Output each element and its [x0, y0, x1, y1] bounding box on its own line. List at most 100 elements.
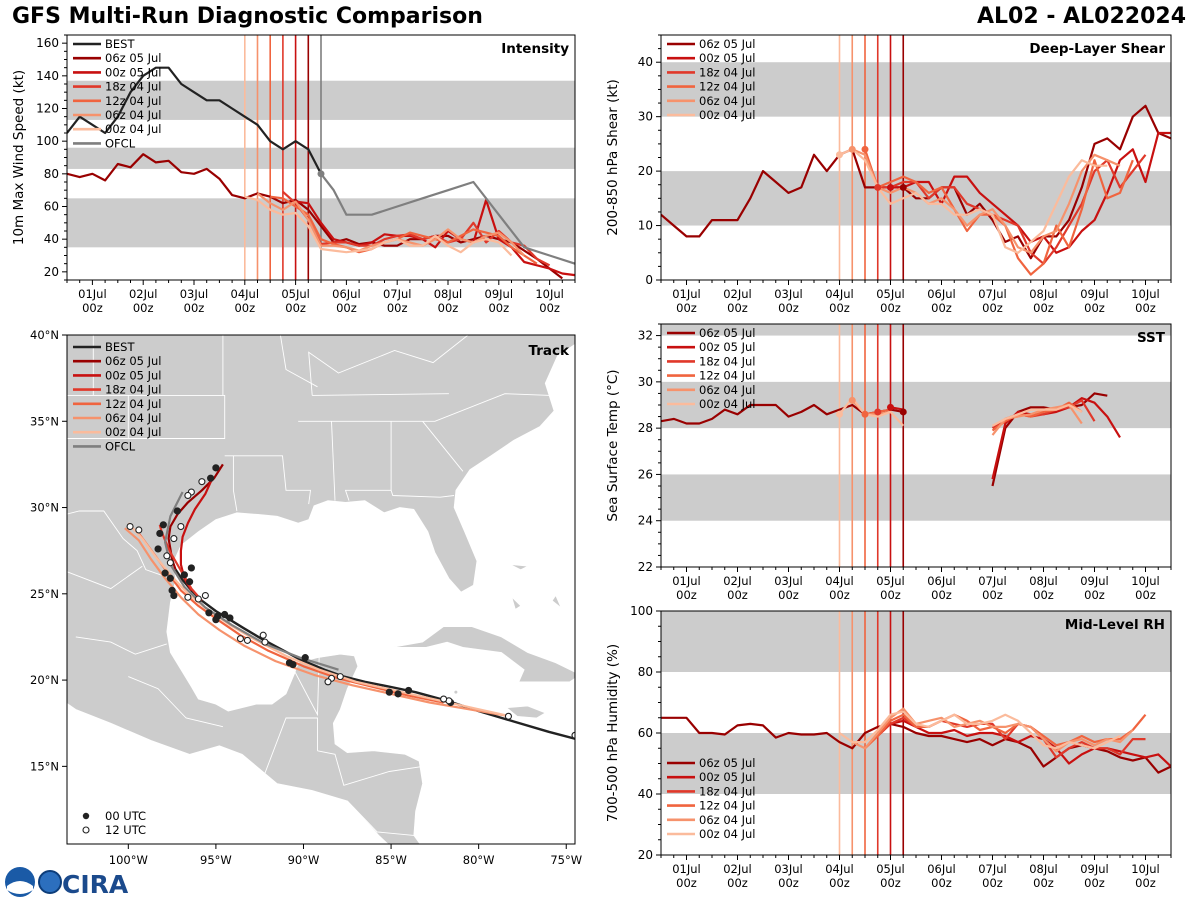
lon-tick-label: 90°W: [288, 853, 320, 867]
logo: CIRA: [5, 867, 129, 899]
x-tick-day: 07Jul: [978, 574, 1007, 588]
x-tick-day: 09Jul: [1080, 574, 1109, 588]
y-axis-label: Sea Surface Temp (°C): [605, 369, 621, 521]
x-tick-day: 02Jul: [723, 287, 752, 301]
legend-label: 06z 04 Jul: [699, 813, 756, 827]
x-tick-hour: 00z: [1084, 588, 1105, 602]
y-tick-label: 20: [44, 265, 59, 279]
x-tick-hour: 00z: [285, 301, 306, 315]
y-tick-label: 100: [630, 604, 653, 618]
legend-label: 18z 04 Jul: [105, 80, 162, 94]
legend-label: 00z 05 Jul: [699, 340, 756, 354]
lon-tick-label: 80°W: [463, 853, 495, 867]
x-tick-day: 08Jul: [1029, 862, 1058, 876]
init-marker: [899, 183, 907, 191]
marker-00utc: [205, 609, 213, 617]
legend-label: 06z 05 Jul: [105, 354, 162, 368]
track-line: [124, 527, 511, 718]
x-tick-hour: 00z: [184, 301, 205, 315]
init-marker: [861, 410, 869, 418]
border-line: [426, 853, 433, 877]
legend-label: 00z 04 Jul: [699, 397, 756, 411]
y-tick-label: 0: [645, 273, 653, 287]
plot-content: [67, 35, 575, 280]
marker-12utc: [440, 695, 448, 703]
legend-label: 06z 05 Jul: [699, 37, 756, 51]
x-tick-hour: 00z: [880, 301, 901, 315]
y-tick-label: 160: [36, 36, 59, 50]
cira-logo: CIRA: [62, 870, 129, 899]
marker-12utc: [243, 636, 251, 644]
border-line: [224, 455, 312, 505]
marker-12utc: [163, 552, 171, 560]
legend-label: 00z 05 Jul: [699, 770, 756, 784]
border-line: [317, 750, 423, 786]
shaded-band: [661, 62, 1171, 117]
y-tick-label: 24: [638, 514, 653, 528]
marker-12utc: [170, 535, 178, 543]
marker-00utc: [154, 545, 162, 553]
x-tick-day: 06Jul: [332, 287, 361, 301]
legend-label: 00z 05 Jul: [105, 368, 162, 382]
bahamas-land: [551, 594, 562, 608]
x-tick-day: 03Jul: [774, 862, 803, 876]
x-tick-day: 01Jul: [78, 287, 107, 301]
legend-label: 12z 04 Jul: [699, 799, 756, 813]
x-tick-hour: 00z: [727, 876, 748, 890]
init-marker: [848, 145, 856, 153]
x-tick-hour: 00z: [438, 301, 459, 315]
marker-00utc: [289, 660, 297, 669]
panel-sst: 22242628303201Jul00z02Jul00z03Jul00z04Ju…: [605, 323, 1172, 602]
map-frame: [66, 334, 576, 845]
cayman-land: [454, 690, 458, 694]
marker-00utc: [170, 591, 178, 600]
x-tick-day: 03Jul: [180, 287, 209, 301]
marker-00utc: [159, 521, 167, 529]
y-tick-label: 30: [638, 110, 653, 124]
y-axis-label: 700-500 hPa Humidity (%): [605, 644, 621, 822]
shaded-band: [661, 611, 1171, 672]
x-tick-hour: 00z: [1033, 588, 1054, 602]
plot-area: [661, 324, 1171, 567]
panel-title: Deep-Layer Shear: [1029, 41, 1165, 57]
west-mexico-land: [67, 576, 68, 592]
shaded-band: [661, 324, 1171, 336]
x-tick-day: 04Jul: [825, 287, 854, 301]
series-line: [320, 173, 575, 265]
x-tick-day: 08Jul: [1029, 287, 1058, 301]
x-tick-hour: 00z: [931, 588, 952, 602]
legend-label: 18z 04 Jul: [699, 354, 756, 368]
legend-label: 12z 04 Jul: [699, 369, 756, 383]
series-line: [839, 148, 1108, 254]
y-tick-label: 80: [44, 167, 59, 181]
series-line: [991, 401, 1083, 432]
marker-00utc: [166, 574, 174, 582]
legend-label: 06z 05 Jul: [699, 326, 756, 340]
panel-shear: 01020304001Jul00z02Jul00z03Jul00z04Jul00…: [605, 34, 1172, 315]
track-line: [164, 491, 339, 671]
x-tick-hour: 00z: [1084, 301, 1105, 315]
marker-12utc: [166, 559, 174, 567]
x-tick-hour: 00z: [1135, 876, 1156, 890]
x-tick-hour: 00z: [982, 588, 1003, 602]
x-tick-hour: 00z: [778, 876, 799, 890]
cuba-land: [392, 626, 575, 683]
lat-tick-label: 40°N: [30, 328, 59, 342]
init-marker: [836, 151, 843, 159]
legend-label: BEST: [105, 340, 135, 354]
series-line: [244, 195, 513, 257]
x-tick-hour: 00z: [488, 301, 509, 315]
marker-legend-label: 12 UTC: [105, 823, 146, 837]
x-tick-hour: 00z: [676, 588, 697, 602]
panel-intensity: 2040608010012014016001Jul00z02Jul00z03Ju…: [11, 34, 576, 315]
x-tick-hour: 00z: [727, 301, 748, 315]
lon-tick-label: 75°W: [550, 853, 582, 867]
border-line: [331, 421, 336, 501]
marker-00utc: [221, 610, 229, 619]
legend-label: 12z 04 Jul: [105, 94, 162, 108]
x-tick-day: 07Jul: [383, 287, 412, 301]
legend-label: 06z 04 Jul: [699, 94, 756, 108]
